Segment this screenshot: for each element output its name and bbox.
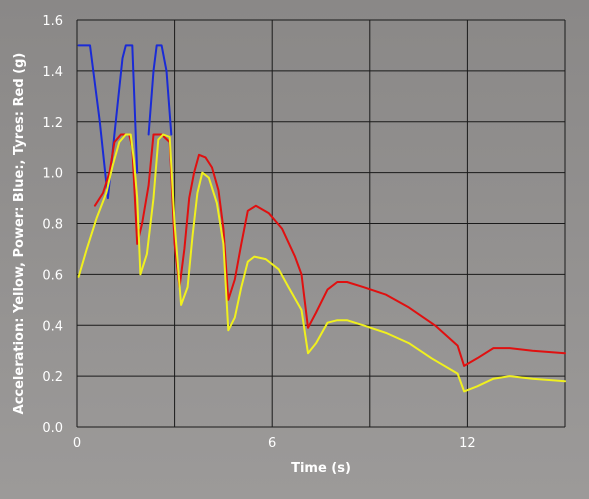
series-line-acceleration — [77, 133, 566, 393]
y-tick-label: 1.0 — [42, 167, 63, 182]
y-tick-label: 0.0 — [42, 421, 63, 436]
series-line-power — [147, 44, 173, 136]
x-tick-label: 0 — [73, 436, 81, 451]
y-tick-label: 1.6 — [42, 14, 63, 29]
x-axis-title: Time (s) — [291, 461, 351, 476]
y-tick-label: 0.4 — [42, 319, 63, 334]
series-line-power — [77, 44, 139, 200]
series-group — [77, 44, 566, 393]
y-axis-title: Acceleration: Yellow, Power: Blue:, Tyre… — [12, 53, 27, 415]
y-tick-label: 1.4 — [42, 65, 63, 80]
x-tick-label: 12 — [459, 436, 476, 451]
grid — [76, 19, 566, 428]
y-tick-label: 0.2 — [42, 370, 63, 385]
y-tick-label: 1.2 — [42, 116, 63, 131]
y-tick-label: 0.6 — [42, 268, 63, 283]
x-tick-label: 6 — [268, 436, 276, 451]
tick-labels: 0 6 12 0.0 0.2 0.4 0.6 0.8 1.0 1.2 1.4 1.6 — [42, 14, 475, 451]
series-line-tyres — [93, 133, 566, 367]
y-tick-label: 0.8 — [42, 218, 63, 233]
